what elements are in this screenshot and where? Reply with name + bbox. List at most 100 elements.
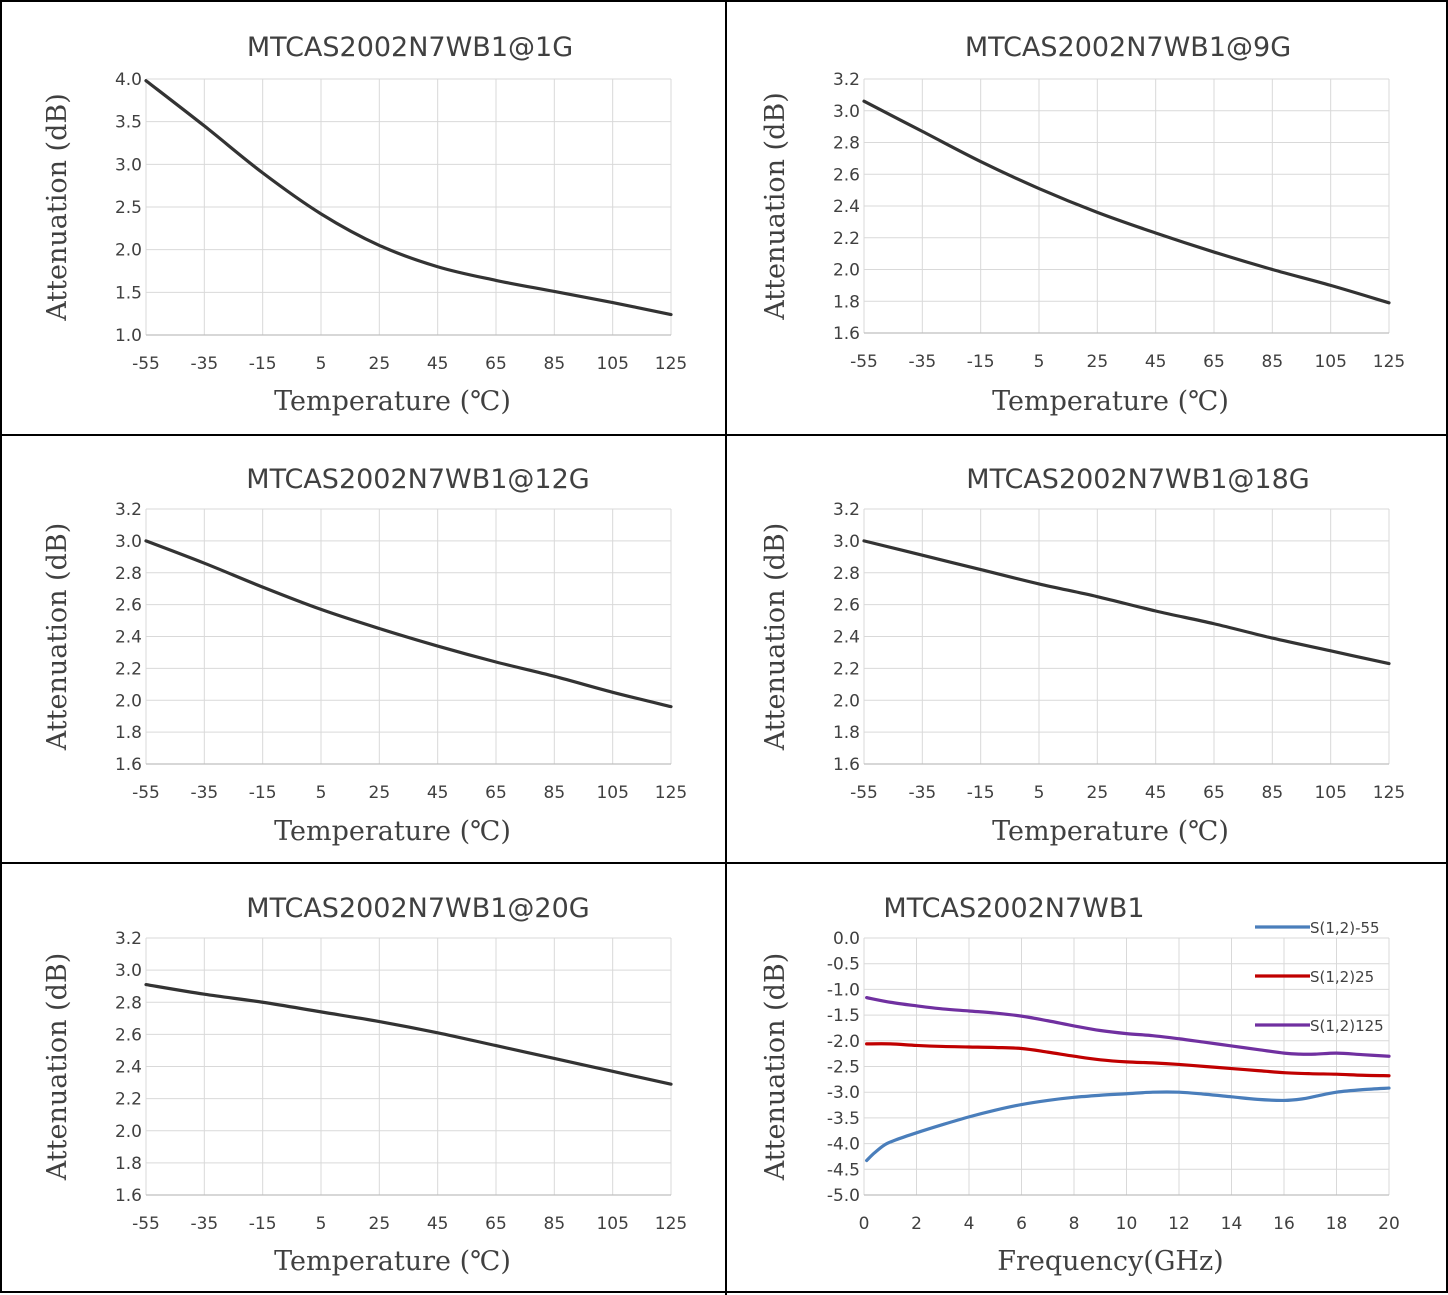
x-axis-label: Temperature (℃): [274, 816, 511, 847]
legend-label: S(1,2)125: [1310, 1017, 1384, 1035]
gridlines: [864, 79, 1389, 333]
x-tick-label: 25: [1087, 783, 1109, 803]
x-tick-label: 85: [544, 783, 566, 803]
y-axis-label: Attenuation (dB): [42, 953, 73, 1181]
y-tick-label: -2.0: [827, 1032, 860, 1052]
x-tick-label: 45: [1145, 352, 1167, 372]
x-tick-label: 2: [911, 1214, 922, 1234]
y-tick-label: 2.8: [833, 564, 860, 584]
x-tick-label: 105: [1314, 783, 1346, 803]
y-tick-label: -3.5: [827, 1109, 860, 1129]
y-tick-label: 1.6: [115, 1186, 142, 1206]
x-tick-label: 25: [369, 1214, 391, 1234]
x-tick-label: 105: [596, 1214, 628, 1234]
x-tick-label: 85: [544, 354, 566, 374]
x-tick-label: -55: [132, 1214, 160, 1234]
x-axis-label: Temperature (℃): [274, 386, 511, 417]
y-tick-label: 1.6: [833, 755, 860, 775]
x-tick-label: -35: [190, 1214, 218, 1234]
y-tick-label: 1.8: [115, 1154, 142, 1174]
y-tick-label: -5.0: [827, 1186, 860, 1206]
y-tick-label: -3.0: [827, 1083, 860, 1103]
chart-title: MTCAS2002N7WB1@18G: [966, 464, 1309, 495]
y-tick-label: 1.0: [115, 326, 142, 346]
x-tick-label: -15: [967, 783, 995, 803]
y-tick-label: 3.0: [115, 961, 142, 981]
series-line-1: [146, 541, 671, 707]
y-tick-label: 2.6: [115, 1025, 142, 1045]
y-tick-label: -1.0: [827, 980, 860, 1000]
x-tick-label: 65: [485, 354, 507, 374]
x-tick-label: 5: [316, 354, 327, 374]
x-tick-label: 0: [859, 1214, 870, 1234]
y-tick-label: 2.6: [833, 596, 860, 616]
legend: S(1,2)-55 S(1,2)25 S(1,2)125: [1255, 919, 1384, 1035]
y-tick-label: 2.6: [833, 165, 860, 185]
y-tick-label: 1.8: [833, 723, 860, 743]
chart-1g: 1.01.52.02.53.03.54.0-55 -35 -15 5 25 45 65 85 1…: [0, 0, 724, 433]
x-tick-label: 8: [1069, 1214, 1080, 1234]
chart-12g: 1.6 1.8 2.0 2.2 2.4 2.6 2.8 3.0 3.2 -55 -35 -15 5 25 4…: [0, 431, 724, 861]
series-line-2: [867, 1044, 1389, 1076]
legend-label: S(1,2)-55: [1310, 919, 1380, 937]
x-tick-label: -55: [132, 783, 160, 803]
y-tick-label: 3.2: [833, 500, 860, 520]
x-tick-label: 16: [1273, 1214, 1295, 1234]
x-tick-label: 65: [485, 783, 507, 803]
y-tick-label: 3.0: [833, 532, 860, 552]
x-tick-label: -35: [190, 354, 218, 374]
y-tick-label: 2.0: [833, 691, 860, 711]
y-axis-label: Attenuation (dB): [760, 953, 791, 1181]
x-tick-label: 125: [655, 354, 687, 374]
y-tick-label: 2.4: [833, 628, 860, 648]
x-tick-label: -35: [190, 783, 218, 803]
y-tick-label: 2.6: [115, 596, 142, 616]
y-tick-label: 2.8: [115, 993, 142, 1013]
y-tick-label: -4.0: [827, 1135, 860, 1155]
x-tick-label: 125: [655, 1214, 687, 1234]
x-tick-label: 65: [485, 1214, 507, 1234]
x-tick-label: 105: [596, 783, 628, 803]
y-tick-label: 2.2: [833, 659, 860, 679]
chart-frequency: -5.0-4.5-4.0-3.5-3.0-2.5-2.0-1.5-1.0-0.5…: [724, 860, 1448, 1293]
y-tick-label: 1.6: [115, 755, 142, 775]
series-line-1: [864, 541, 1389, 664]
y-tick-label: 2.0: [833, 261, 860, 281]
x-tick-label: 65: [1203, 352, 1225, 372]
x-tick-label: 105: [1314, 352, 1346, 372]
x-axis-label: Temperature (℃): [274, 1246, 511, 1277]
x-tick-label: -15: [967, 352, 995, 372]
y-tick-label: 3.0: [115, 155, 142, 175]
x-tick-label: 10: [1116, 1214, 1138, 1234]
x-tick-label: -15: [249, 1214, 277, 1234]
x-tick-label: -35: [908, 352, 936, 372]
y-tick-label: 2.2: [115, 659, 142, 679]
x-tick-label: 25: [369, 354, 391, 374]
y-tick-label: 2.4: [115, 628, 142, 648]
y-tick-label: -4.5: [827, 1160, 860, 1180]
y-tick-label: -2.5: [827, 1058, 860, 1078]
x-tick-label: 5: [316, 783, 327, 803]
chart-title: MTCAS2002N7WB1@1G: [247, 32, 573, 63]
y-tick-label: 3.0: [833, 102, 860, 122]
x-tick-label: 12: [1168, 1214, 1190, 1234]
y-axis-label: Attenuation (dB): [42, 93, 73, 321]
y-tick-label: 2.4: [833, 197, 860, 217]
x-tick-label: -15: [249, 354, 277, 374]
x-axis-label: Temperature (℃): [992, 816, 1229, 847]
y-axis-label: Attenuation (dB): [760, 92, 791, 320]
x-tick-label: 45: [427, 1214, 449, 1234]
series-line-1: [867, 1088, 1389, 1160]
x-tick-label: 6: [1016, 1214, 1027, 1234]
y-tick-label: 2.8: [833, 134, 860, 154]
x-tick-label: 65: [1203, 783, 1225, 803]
x-tick-label: -55: [850, 783, 878, 803]
x-tick-label: 5: [1034, 783, 1045, 803]
y-tick-label: 1.8: [115, 723, 142, 743]
x-tick-label: 45: [427, 783, 449, 803]
legend-label: S(1,2)25: [1310, 968, 1374, 986]
chart-title: MTCAS2002N7WB1: [883, 893, 1144, 924]
y-tick-label: -0.5: [827, 955, 860, 975]
x-axis-label: Temperature (℃): [992, 386, 1229, 417]
chart-title: MTCAS2002N7WB1@12G: [246, 464, 589, 495]
